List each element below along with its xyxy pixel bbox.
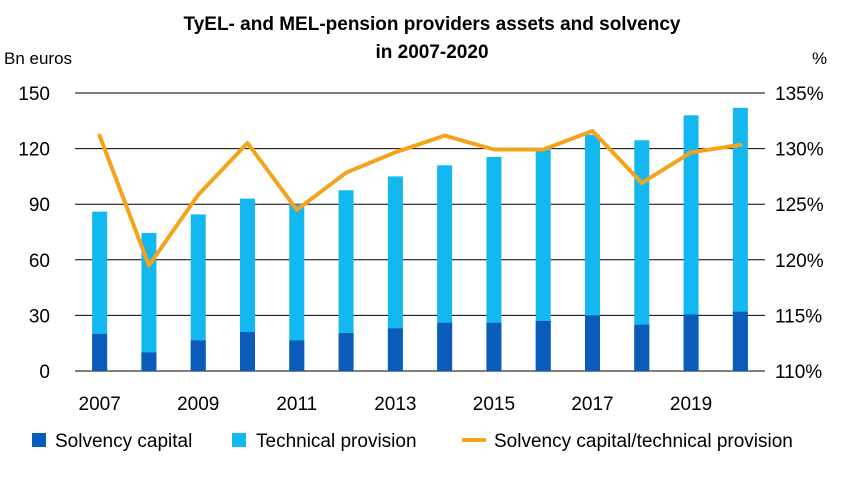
bar-technical-provision bbox=[634, 140, 650, 371]
legend: Solvency capital Technical provision Solve… bbox=[32, 431, 793, 452]
right-tick-label: 110% bbox=[775, 362, 822, 383]
left-tick-label: 90 bbox=[29, 195, 50, 216]
left-tick-label: 30 bbox=[29, 306, 50, 327]
bar-solvency-capital bbox=[585, 315, 600, 371]
bar-technical-provision bbox=[92, 211, 108, 371]
left-tick-label: 150 bbox=[18, 84, 50, 105]
bar-solvency-capital bbox=[338, 333, 354, 371]
bar-technical-provision bbox=[190, 214, 206, 371]
left-tick-label: 60 bbox=[29, 251, 50, 272]
bar-solvency-capital bbox=[240, 332, 255, 371]
axis-ticks: 150 135% 120 130% 90 125% 60 120% 30 115% 0 110% 200… bbox=[18, 84, 823, 415]
x-tick-label: 2013 bbox=[374, 394, 416, 415]
bar-solvency-capital bbox=[437, 322, 453, 371]
bar-solvency-capital bbox=[486, 322, 502, 371]
chart-title-line-2: in 2007-2020 bbox=[375, 42, 488, 63]
legend-swatch-technical-provision bbox=[232, 433, 246, 447]
gridlines bbox=[75, 92, 765, 372]
bar-technical-provision bbox=[535, 149, 551, 371]
right-tick-label: 115% bbox=[775, 306, 822, 327]
x-tick-label: 2007 bbox=[79, 394, 121, 415]
left-tick-label: 120 bbox=[18, 140, 50, 161]
x-tick-label: 2011 bbox=[276, 394, 317, 415]
line-series bbox=[97, 129, 743, 268]
legend-label-solvency-ratio: Solvency capital/technical provision bbox=[494, 431, 793, 452]
right-tick-label: 120% bbox=[775, 251, 824, 272]
bar-technical-provision bbox=[338, 190, 354, 371]
legend-label-technical-provision: Technical provision bbox=[256, 431, 417, 452]
line-solvency-ratio bbox=[97, 129, 743, 268]
x-tick-label: 2015 bbox=[473, 394, 515, 415]
right-tick-label: 130% bbox=[775, 140, 824, 161]
bar-technical-provision bbox=[732, 107, 748, 372]
right-axis-unit: % bbox=[812, 49, 827, 68]
chart-title-line-1: TyEL- and MEL-pension providers assets a… bbox=[184, 14, 681, 35]
x-tick-label: 2019 bbox=[670, 394, 712, 415]
bar-solvency-capital bbox=[190, 340, 206, 371]
bar-solvency-capital bbox=[535, 320, 551, 371]
right-tick-label: 125% bbox=[775, 195, 824, 216]
legend-label-solvency-capital: Solvency capital bbox=[55, 431, 192, 452]
bar-solvency-capital bbox=[141, 352, 157, 371]
bar-technical-provision bbox=[387, 176, 403, 371]
left-tick-label: 0 bbox=[39, 362, 50, 383]
bar-technical-provision bbox=[437, 165, 453, 371]
bar-solvency-capital bbox=[683, 314, 699, 371]
bar-solvency-capital bbox=[387, 328, 403, 371]
legend-swatch-solvency-capital bbox=[32, 433, 46, 447]
bar-technical-provision bbox=[289, 204, 305, 371]
bar-technical-provision bbox=[141, 232, 157, 371]
left-axis-unit: Bn euros bbox=[4, 49, 72, 68]
bar-solvency-capital bbox=[92, 333, 108, 371]
bar-technical-provision bbox=[683, 115, 699, 372]
bar-solvency-capital bbox=[732, 311, 748, 371]
bar-technical-provision bbox=[585, 134, 600, 371]
bar-technical-provision bbox=[240, 198, 255, 371]
right-tick-label: 135% bbox=[775, 84, 824, 105]
bar-solvency-capital bbox=[634, 324, 650, 371]
bars bbox=[92, 107, 748, 372]
x-tick-label: 2017 bbox=[571, 394, 613, 415]
bar-solvency-capital bbox=[289, 340, 305, 371]
x-tick-label: 2009 bbox=[177, 394, 219, 415]
bar-technical-provision bbox=[486, 156, 502, 371]
